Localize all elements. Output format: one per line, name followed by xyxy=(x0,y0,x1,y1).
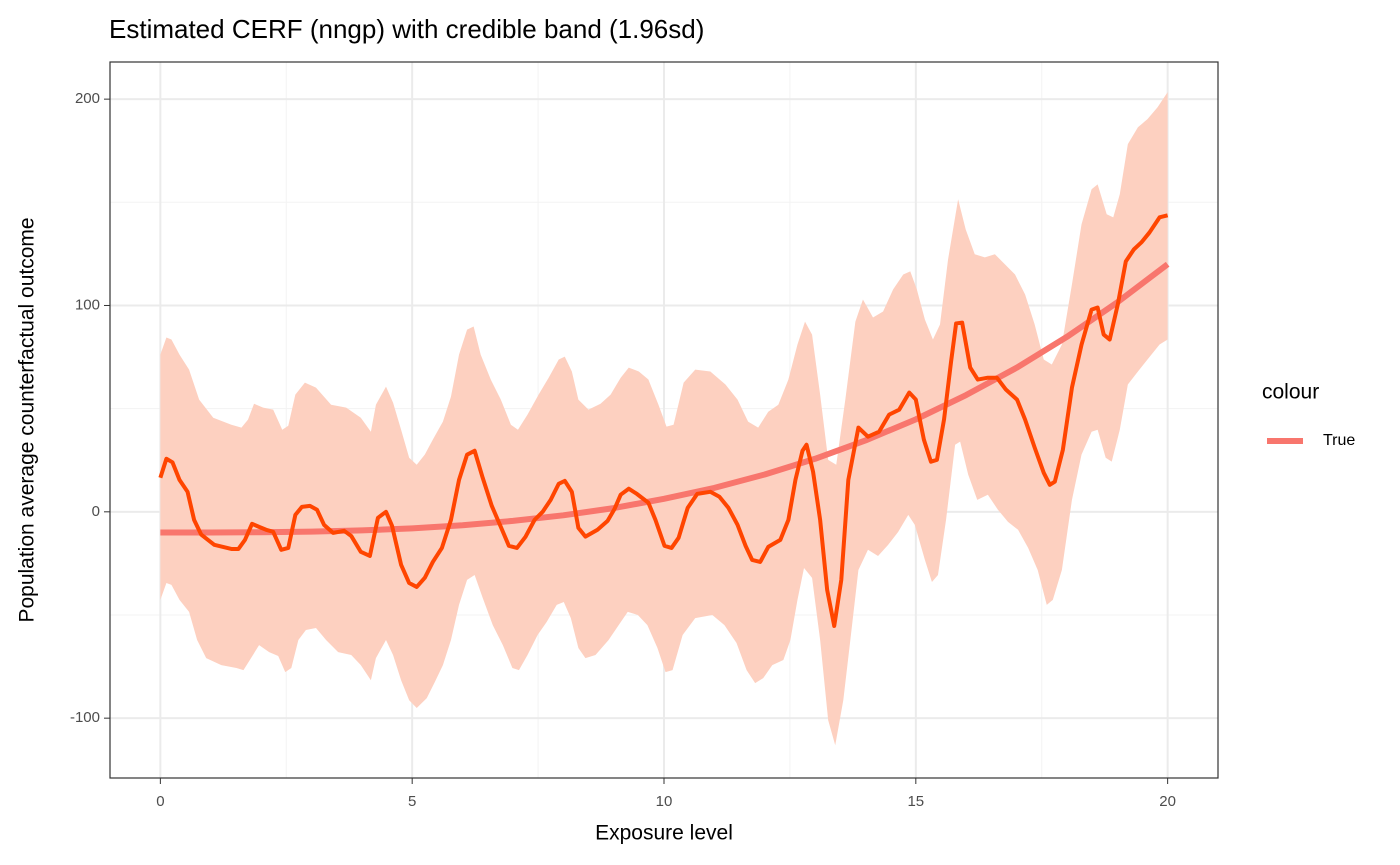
y-axis-label: Population average counterfactual outcom… xyxy=(16,217,39,622)
panel-border xyxy=(109,61,1219,779)
y-tick-label: -100 xyxy=(70,709,100,726)
x-axis-label: Exposure level xyxy=(595,822,733,845)
chart-title: Estimated CERF (nngp) with credible band… xyxy=(109,14,704,44)
credible-band xyxy=(160,92,1168,746)
x-tick-label: 0 xyxy=(156,793,164,810)
estimate-line xyxy=(158,213,1169,628)
y-tick-label: 100 xyxy=(75,296,100,313)
legend-title: colour xyxy=(1262,381,1319,404)
legend-label: True xyxy=(1323,432,1355,449)
x-tick-label: 5 xyxy=(408,793,416,810)
x-tick-label: 10 xyxy=(656,793,673,810)
x-tick-label: 15 xyxy=(907,793,924,810)
x-tick-label: 20 xyxy=(1159,793,1176,810)
y-tick-label: 0 xyxy=(92,503,100,520)
y-tick-label: 200 xyxy=(75,90,100,107)
